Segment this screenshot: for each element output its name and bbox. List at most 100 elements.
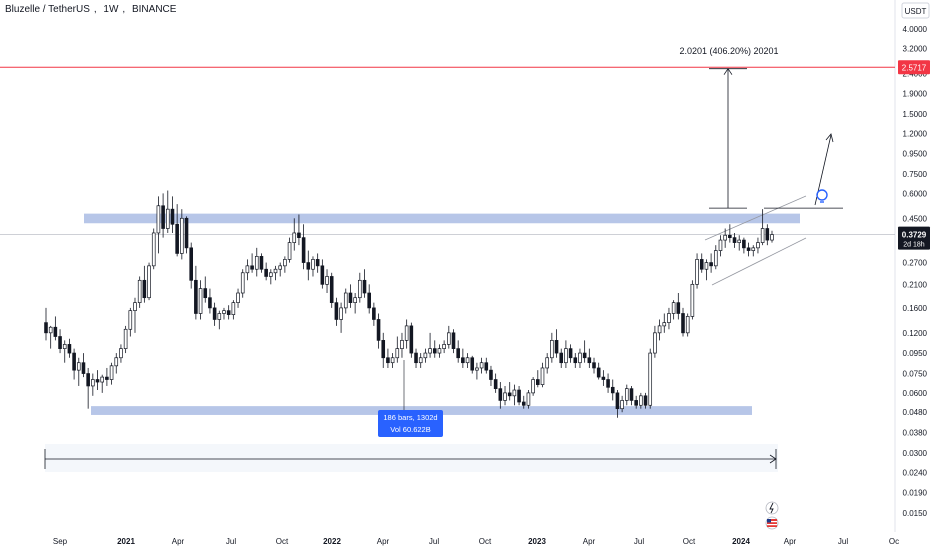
current-price-badge[interactable]: 0.3729 2d 18h xyxy=(898,226,930,250)
candle[interactable] xyxy=(86,367,90,409)
candle[interactable] xyxy=(212,302,217,326)
date-range-tool[interactable] xyxy=(44,444,778,472)
candle[interactable] xyxy=(756,237,760,254)
target-projection[interactable]: 2.0201 (406.20%) 20201 xyxy=(679,46,779,209)
candle[interactable] xyxy=(742,237,746,254)
candle[interactable] xyxy=(44,307,48,341)
candle[interactable] xyxy=(760,209,765,246)
candle[interactable] xyxy=(624,384,629,406)
candle[interactable] xyxy=(203,276,208,303)
currency-badge[interactable]: USDT xyxy=(901,2,930,19)
candle[interactable] xyxy=(250,253,254,273)
candle[interactable] xyxy=(175,204,179,257)
candle[interactable] xyxy=(95,370,100,391)
candle[interactable] xyxy=(564,340,568,368)
candle[interactable] xyxy=(109,362,114,385)
candle[interactable] xyxy=(348,284,353,308)
candle[interactable] xyxy=(667,307,671,330)
channel-upper-line[interactable] xyxy=(704,195,807,241)
candle[interactable] xyxy=(573,353,578,368)
candle[interactable] xyxy=(91,373,95,396)
candle[interactable] xyxy=(343,288,348,314)
candle[interactable] xyxy=(353,293,357,314)
candle[interactable] xyxy=(493,373,498,393)
candle[interactable] xyxy=(428,332,432,358)
candle[interactable] xyxy=(732,232,737,248)
candle[interactable] xyxy=(240,269,245,298)
candle[interactable] xyxy=(128,307,133,337)
candle[interactable] xyxy=(498,382,503,409)
upper-range-box[interactable] xyxy=(84,213,800,224)
candle[interactable] xyxy=(156,196,161,254)
candle[interactable] xyxy=(62,340,67,363)
ascending-channel[interactable] xyxy=(704,195,807,286)
candle[interactable] xyxy=(269,269,273,285)
candle[interactable] xyxy=(180,209,184,260)
candle[interactable] xyxy=(512,384,517,406)
candle[interactable] xyxy=(100,374,105,393)
candle[interactable] xyxy=(540,362,545,388)
candle[interactable] xyxy=(531,377,535,396)
candle[interactable] xyxy=(461,348,465,368)
candle[interactable] xyxy=(184,216,189,254)
candle[interactable] xyxy=(119,344,123,363)
candle[interactable] xyxy=(105,367,109,386)
candle[interactable] xyxy=(723,228,727,248)
candle[interactable] xyxy=(685,313,690,337)
candle[interactable] xyxy=(142,265,147,303)
candle[interactable] xyxy=(320,259,325,289)
candle[interactable] xyxy=(236,288,240,308)
candle[interactable] xyxy=(634,395,638,409)
candle[interactable] xyxy=(283,256,287,273)
lightning-icon[interactable] xyxy=(765,501,779,515)
candle[interactable] xyxy=(414,348,418,368)
candle[interactable] xyxy=(198,280,203,320)
candle[interactable] xyxy=(737,235,742,251)
candle[interactable] xyxy=(728,224,732,243)
candle[interactable] xyxy=(765,224,770,246)
candle[interactable] xyxy=(400,332,404,358)
candle[interactable] xyxy=(489,365,493,386)
candle[interactable] xyxy=(470,355,475,374)
candle[interactable] xyxy=(451,329,456,354)
candle[interactable] xyxy=(568,344,573,363)
candle[interactable] xyxy=(507,382,512,401)
candle[interactable] xyxy=(231,300,236,320)
candle[interactable] xyxy=(601,370,606,386)
symbol-name[interactable]: Bluzelle / TetherUS xyxy=(5,4,90,15)
candle[interactable] xyxy=(273,265,278,281)
candle[interactable] xyxy=(404,319,409,349)
candle[interactable] xyxy=(133,297,137,333)
candle[interactable] xyxy=(372,302,376,326)
candle[interactable] xyxy=(409,322,414,358)
candle[interactable] xyxy=(329,272,334,308)
candle[interactable] xyxy=(526,390,531,409)
candle[interactable] xyxy=(610,379,615,401)
candle[interactable] xyxy=(301,224,306,270)
candle[interactable] xyxy=(297,214,301,246)
candle[interactable] xyxy=(606,373,610,393)
candle[interactable] xyxy=(376,313,381,349)
candle[interactable] xyxy=(390,353,395,368)
candle[interactable] xyxy=(432,340,437,358)
candle[interactable] xyxy=(259,253,264,273)
candle[interactable] xyxy=(503,385,507,406)
date-range-box[interactable] xyxy=(45,444,778,472)
candle[interactable] xyxy=(123,325,128,354)
candle[interactable] xyxy=(550,332,554,363)
candle[interactable] xyxy=(76,357,81,386)
candle[interactable] xyxy=(264,262,268,281)
candle[interactable] xyxy=(161,193,165,238)
candle[interactable] xyxy=(442,340,446,354)
candle[interactable] xyxy=(770,230,774,243)
candle[interactable] xyxy=(165,190,170,233)
candle[interactable] xyxy=(447,325,451,349)
candle[interactable] xyxy=(367,284,371,314)
candle[interactable] xyxy=(395,336,400,363)
candle[interactable] xyxy=(639,392,643,409)
candle[interactable] xyxy=(582,340,587,363)
candle[interactable] xyxy=(306,250,311,281)
candle[interactable] xyxy=(587,348,592,368)
breakout-projection[interactable] xyxy=(764,133,843,209)
